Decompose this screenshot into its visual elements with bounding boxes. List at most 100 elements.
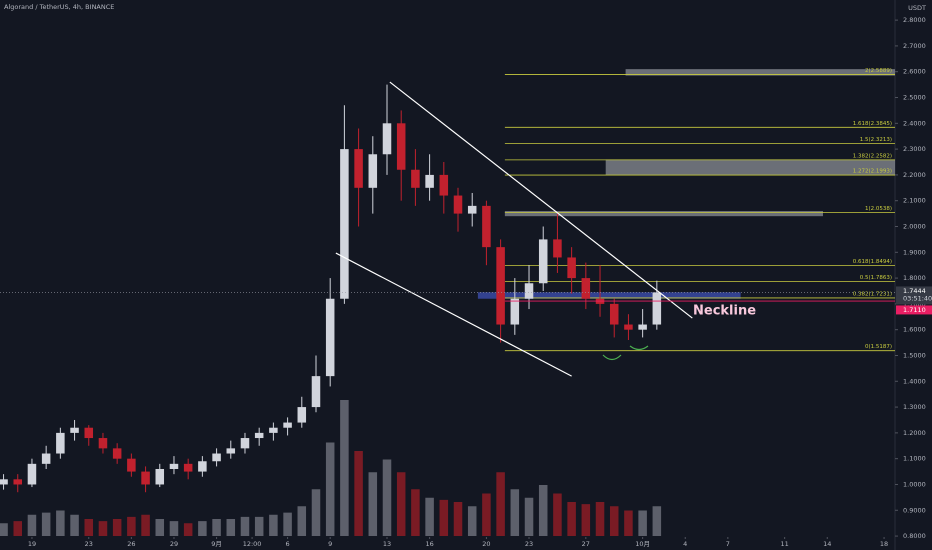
volume-bar xyxy=(638,510,647,536)
x-tick-label: 26 xyxy=(127,540,135,548)
candle-body xyxy=(652,292,662,325)
x-tick-label: 13 xyxy=(383,540,391,548)
volume-bar xyxy=(340,400,349,536)
candle-body xyxy=(297,407,307,423)
y-tick-label: 2.5000 xyxy=(903,94,926,102)
x-tick-label: 9月 xyxy=(211,540,222,548)
candle-body xyxy=(453,195,463,214)
volume-bar xyxy=(155,519,165,536)
candle-body xyxy=(212,453,221,462)
volume-bar xyxy=(311,489,321,536)
volume-bar xyxy=(27,514,37,536)
volume-bar xyxy=(127,516,136,536)
volume-bar xyxy=(510,489,520,536)
candle-body xyxy=(169,463,179,469)
candle-body xyxy=(325,298,335,377)
candle-body xyxy=(84,427,94,439)
candle-body xyxy=(27,463,37,485)
volume-bar xyxy=(482,493,491,536)
fib-label: 0.382(1.7231) xyxy=(853,291,892,297)
volume-bar xyxy=(283,512,292,536)
y-tick-label: 1.8000 xyxy=(903,274,926,282)
y-tick-label: 2.3000 xyxy=(903,145,926,153)
x-tick-label: 12:00 xyxy=(243,540,262,548)
y-tick-label: 2.6000 xyxy=(903,68,926,76)
y-tick-label: 0.8000 xyxy=(903,532,926,540)
candle-body xyxy=(98,438,108,449)
trendline xyxy=(335,252,572,377)
volume-bar xyxy=(567,502,576,536)
candle-body xyxy=(482,205,491,248)
y-tick-label: 2.7000 xyxy=(903,42,926,50)
candle-body xyxy=(240,438,250,449)
candle-body xyxy=(70,427,79,433)
chart-title: Algorand / TetherUS, 4h, BINANCE xyxy=(4,3,114,11)
fib-label: 1.5(2.3213) xyxy=(860,137,892,143)
x-tick-label: 11 xyxy=(781,540,789,548)
candle-body xyxy=(254,432,264,439)
zone xyxy=(477,292,741,299)
fib-label: 2(2.5889) xyxy=(865,68,892,74)
x-tick-label: 18 xyxy=(880,540,888,548)
volume-bar xyxy=(354,451,363,536)
volume-bar xyxy=(112,519,122,536)
y-tick-label: 2.1000 xyxy=(903,197,926,205)
zone xyxy=(625,69,895,76)
y-tick-label: 1.3000 xyxy=(903,403,926,411)
volume-bar xyxy=(467,506,477,536)
x-tick-label: 20 xyxy=(482,540,490,548)
candle-body xyxy=(283,422,292,428)
volume-bar xyxy=(581,504,591,536)
marker-price-box xyxy=(896,305,932,315)
y-tick-label: 2.2000 xyxy=(903,171,926,179)
volume-bar xyxy=(524,497,534,536)
x-tick-label: 23 xyxy=(85,540,93,548)
volume-bar xyxy=(212,519,221,536)
candle-body xyxy=(311,376,321,408)
candle-body xyxy=(13,479,23,485)
volume-bar xyxy=(595,502,605,536)
candle-body xyxy=(56,432,65,454)
volume-bar xyxy=(439,499,449,536)
candle-body xyxy=(567,257,576,279)
zone xyxy=(504,211,823,217)
volume-bar xyxy=(368,472,378,536)
candle-body xyxy=(524,283,534,299)
volume-bar xyxy=(226,519,236,536)
candle-body xyxy=(553,239,562,258)
candle-body xyxy=(396,123,406,170)
x-tick-label: 23 xyxy=(525,540,533,548)
candle-body xyxy=(538,239,548,284)
y-tick-label: 1.6000 xyxy=(903,326,926,334)
trendline xyxy=(389,81,693,319)
volume-bar xyxy=(269,514,278,536)
y-tick-label: 1.2000 xyxy=(903,429,926,437)
fib-label: 1.272(2.1993) xyxy=(853,169,892,175)
volume-bar xyxy=(553,493,562,536)
volume-bar xyxy=(396,472,406,536)
x-tick-label: 4 xyxy=(683,540,687,548)
y-tick-label: 1.9000 xyxy=(903,248,926,256)
volume-bar xyxy=(56,510,65,536)
candle-body xyxy=(609,303,619,325)
fib-label: 1.382(2.2582) xyxy=(853,153,892,159)
volume-bar xyxy=(198,521,207,536)
candle-body xyxy=(467,205,477,214)
volume-bar xyxy=(325,442,335,536)
candle-body xyxy=(411,169,420,188)
volume-bar xyxy=(453,502,463,536)
x-tick-label: 14 xyxy=(823,540,831,548)
volume-bar xyxy=(496,472,505,536)
x-tick-label: 6 xyxy=(286,540,290,548)
candle-body xyxy=(496,247,505,325)
fib-label: 0(1.5187) xyxy=(865,344,892,350)
candle-body xyxy=(155,468,165,485)
volume-bar xyxy=(98,521,108,536)
candle-body xyxy=(183,463,193,472)
volume-bar xyxy=(609,506,619,536)
volume-bar xyxy=(382,459,392,536)
y-tick-label: 2.4000 xyxy=(903,119,926,127)
